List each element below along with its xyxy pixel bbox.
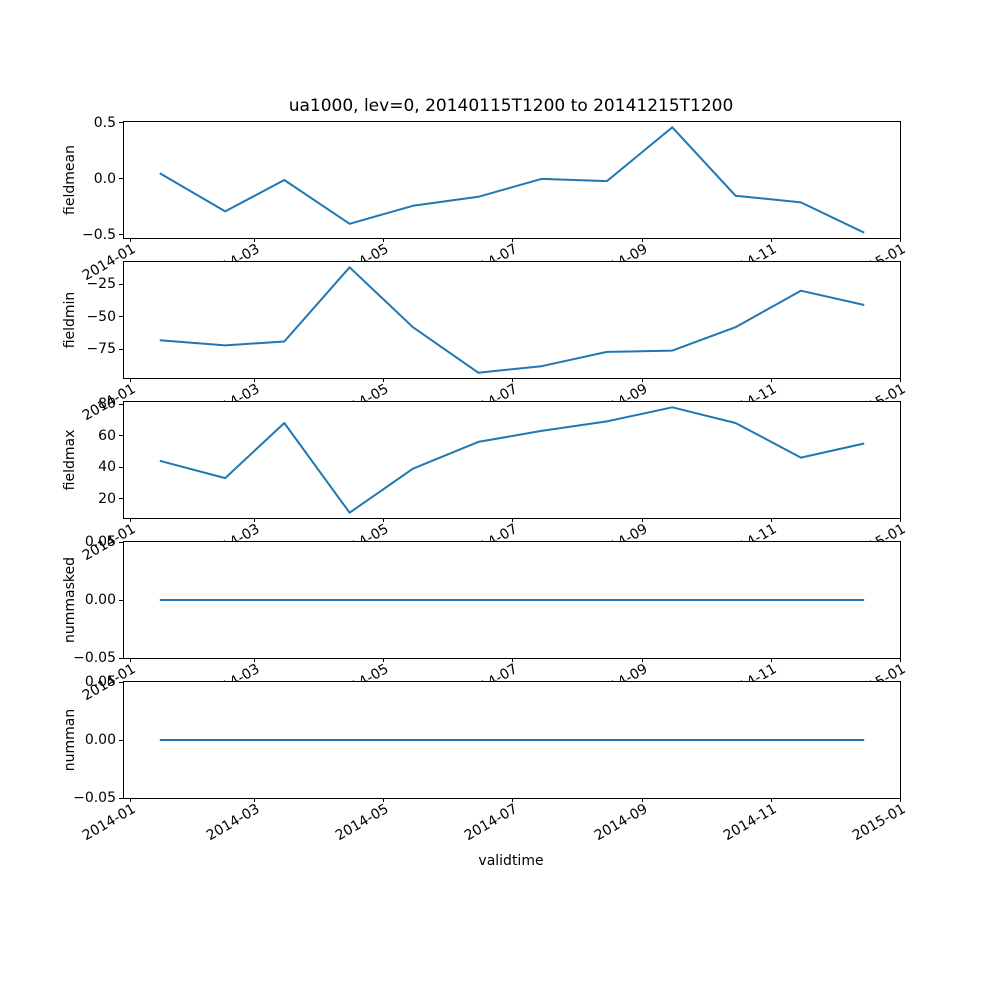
xtick-mark xyxy=(382,378,384,382)
y-axis-label-numman: numman xyxy=(62,708,78,772)
xtick-mark xyxy=(770,658,772,662)
xtick-mark xyxy=(770,518,772,522)
ytick-mark xyxy=(119,178,123,180)
plot-area-fieldmin xyxy=(159,266,865,374)
ytick-mark xyxy=(119,657,123,659)
xtick-mark xyxy=(254,378,256,382)
xtick-mark xyxy=(642,658,644,662)
xtick-mark xyxy=(511,798,513,802)
line-fieldmean xyxy=(159,126,865,234)
xtick-label: 2015-01 xyxy=(849,801,908,845)
xtick-mark xyxy=(382,798,384,802)
xtick-mark xyxy=(382,518,384,522)
xtick-mark xyxy=(382,238,384,242)
ytick-mark xyxy=(119,739,123,741)
y-axis-label-fieldmean: fieldmean xyxy=(62,145,78,215)
ytick-label: 0.00 xyxy=(84,592,116,608)
xtick-label: 2014-01 xyxy=(79,801,139,845)
ytick-mark xyxy=(119,541,123,543)
xtick-mark xyxy=(770,238,772,242)
y-axis-label-nummasked: nummasked xyxy=(62,556,78,644)
ytick-label: 0.5 xyxy=(93,114,116,131)
ytick-label: 40 xyxy=(98,459,116,476)
ytick-label: −25 xyxy=(86,276,116,293)
xtick-mark xyxy=(254,658,256,662)
ytick-label: 0.00 xyxy=(84,732,116,748)
ytick-label: −0.05 xyxy=(73,790,116,806)
subplot-numman xyxy=(123,681,901,799)
line-fieldmax xyxy=(159,406,865,514)
xtick-mark xyxy=(770,798,772,802)
ytick-label: −75 xyxy=(86,341,116,358)
subplot-fieldmin xyxy=(123,261,901,379)
subplot-nummasked xyxy=(123,541,901,659)
line-fieldmin xyxy=(159,266,865,374)
ytick-mark xyxy=(119,599,123,601)
ytick-label: 0.05 xyxy=(84,674,116,690)
xtick-mark xyxy=(129,238,131,242)
xtick-mark xyxy=(511,378,513,382)
ytick-mark xyxy=(119,466,123,468)
ytick-mark xyxy=(119,498,123,500)
subplot-fieldmean xyxy=(123,121,901,239)
ytick-label: 60 xyxy=(98,427,116,444)
xtick-mark xyxy=(642,798,644,802)
ytick-mark xyxy=(119,348,123,350)
xtick-mark xyxy=(254,518,256,522)
xtick-mark xyxy=(254,798,256,802)
ytick-label: −0.5 xyxy=(82,226,116,243)
xtick-mark xyxy=(254,238,256,242)
xtick-mark xyxy=(642,378,644,382)
xtick-mark xyxy=(511,238,513,242)
xtick-mark xyxy=(129,518,131,522)
ytick-label: 80 xyxy=(98,396,116,413)
y-axis-label-fieldmin: fieldmin xyxy=(62,291,78,349)
xtick-mark xyxy=(382,658,384,662)
xtick-label: 2014-09 xyxy=(592,801,651,845)
xtick-label: 2014-07 xyxy=(461,801,520,845)
xtick-mark xyxy=(511,518,513,522)
xtick-mark xyxy=(899,518,901,522)
x-axis-title: validtime xyxy=(478,853,544,869)
xtick-mark xyxy=(129,378,131,382)
ytick-label: 0.0 xyxy=(93,170,116,187)
xtick-label: 2014-03 xyxy=(204,801,263,845)
ytick-mark xyxy=(119,283,123,285)
plot-area-fieldmax xyxy=(159,406,865,514)
xtick-mark xyxy=(129,658,131,662)
xtick-mark xyxy=(899,658,901,662)
y-axis-label-fieldmax: fieldmax xyxy=(62,429,78,491)
ytick-mark xyxy=(119,681,123,683)
xtick-mark xyxy=(642,238,644,242)
plot-area-nummasked xyxy=(159,599,865,601)
chart-title: ua1000, lev=0, 20140115T1200 to 20141215… xyxy=(288,96,734,116)
ytick-label: 20 xyxy=(98,490,116,507)
xtick-mark xyxy=(899,798,901,802)
xtick-mark xyxy=(899,378,901,382)
xtick-label: 2014-11 xyxy=(720,801,780,845)
ytick-mark xyxy=(119,403,123,405)
xtick-mark xyxy=(642,518,644,522)
ytick-label: −50 xyxy=(86,308,116,325)
ytick-label: −0.05 xyxy=(73,650,116,666)
xtick-mark xyxy=(899,238,901,242)
ytick-mark xyxy=(119,797,123,799)
plot-area-numman xyxy=(159,739,865,741)
ytick-label: 0.05 xyxy=(84,534,116,550)
ytick-mark xyxy=(119,234,123,236)
ytick-mark xyxy=(119,122,123,124)
ytick-mark xyxy=(119,435,123,437)
xtick-mark xyxy=(770,378,772,382)
ytick-mark xyxy=(119,316,123,318)
xtick-mark xyxy=(511,658,513,662)
xtick-label: 2014-05 xyxy=(332,801,392,845)
plot-area-fieldmean xyxy=(159,126,865,234)
subplot-fieldmax xyxy=(123,401,901,519)
xtick-mark xyxy=(129,798,131,802)
